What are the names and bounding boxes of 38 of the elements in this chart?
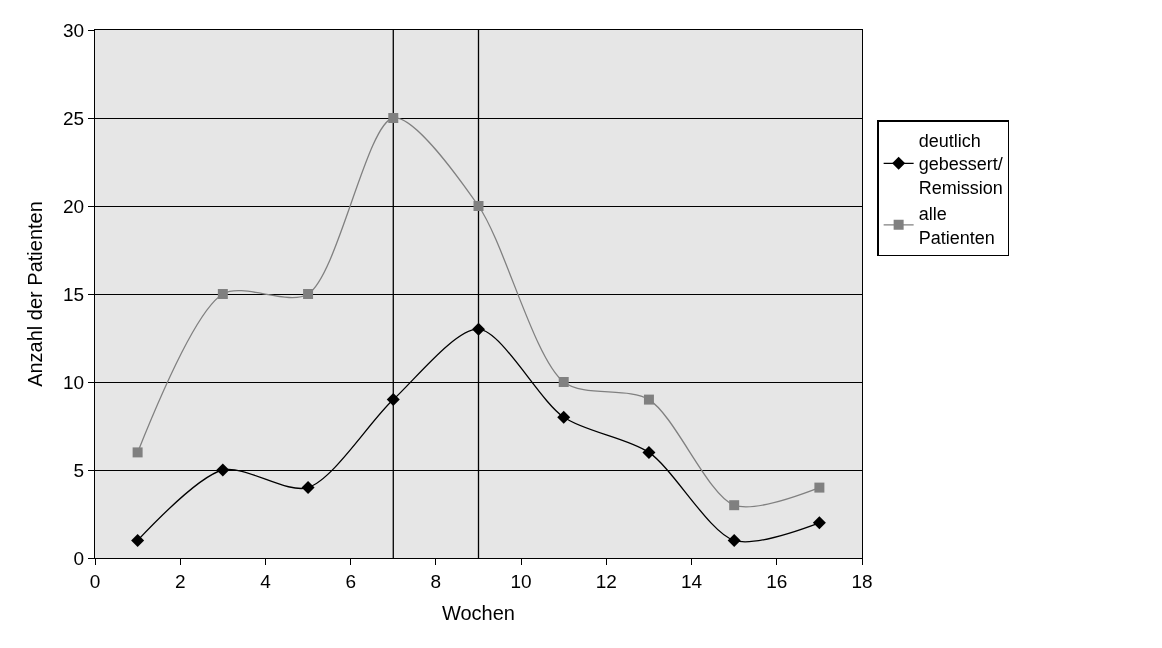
point	[388, 113, 399, 123]
x-tick-label: 14	[680, 570, 703, 592]
y-tick-label: 0	[73, 547, 85, 569]
x-tick-label: 12	[595, 570, 617, 592]
x-tick-label: 6	[345, 570, 356, 592]
point	[812, 516, 826, 530]
point	[472, 322, 485, 336]
point	[557, 410, 571, 424]
legend-label: alle Patienten	[918, 204, 995, 248]
point	[814, 482, 825, 493]
x-tick-label: 0	[89, 570, 101, 592]
point	[131, 533, 145, 547]
y-tick-label: 15	[63, 283, 85, 305]
y-tick-label: 25	[63, 107, 85, 129]
x-tick-label: 18	[851, 570, 873, 592]
y-tick-label: 20	[63, 195, 85, 217]
y-tick-label: 30	[63, 19, 85, 41]
x-axis-title: Wochen	[441, 602, 516, 625]
point	[217, 289, 228, 299]
point	[643, 394, 654, 405]
y-tick-label: 5	[73, 459, 85, 481]
point	[216, 463, 230, 477]
point	[132, 447, 143, 458]
point	[473, 201, 484, 211]
point	[301, 481, 315, 495]
point	[558, 377, 569, 387]
point	[386, 393, 400, 407]
y-tick-label: 10	[63, 371, 85, 393]
point	[727, 533, 741, 547]
point	[729, 500, 740, 511]
x-tick-label: 10	[510, 570, 532, 592]
y-axis-title: Anzahl der Patienten	[23, 201, 46, 387]
x-tick-label: 16	[766, 570, 788, 592]
point	[642, 445, 656, 459]
x-tick-label: 2	[174, 570, 186, 592]
x-tick-label: 8	[430, 570, 442, 592]
point	[303, 289, 314, 299]
x-tick-label: 4	[260, 570, 272, 592]
